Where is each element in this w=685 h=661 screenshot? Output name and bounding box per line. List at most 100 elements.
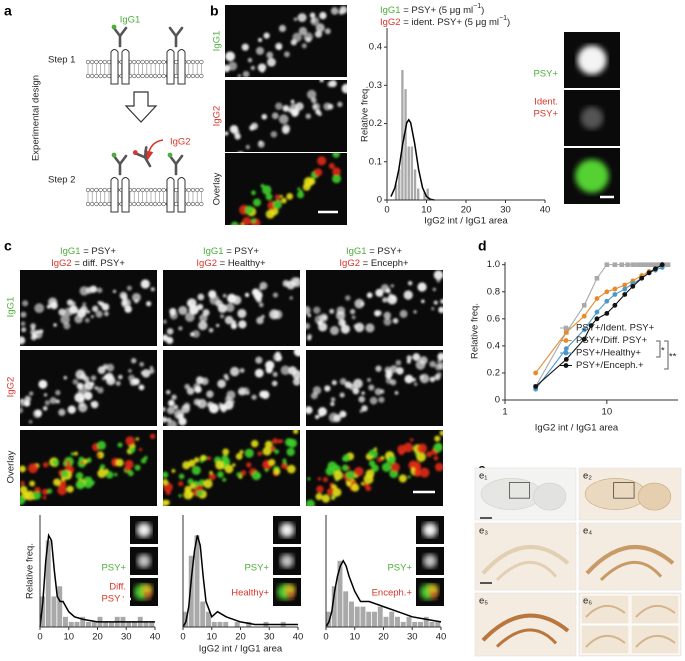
- antibody: [168, 26, 184, 48]
- lipid-head: [90, 73, 95, 79]
- bar: [349, 601, 354, 627]
- puncta: [345, 295, 351, 301]
- puncta: [128, 374, 135, 382]
- legend-text: IgG1 = PSY+ (5 μg ml−1): [380, 3, 484, 16]
- y-tick-label: 0.3: [369, 80, 382, 91]
- x-tick-label: 30: [500, 205, 511, 216]
- puncta: [29, 480, 36, 487]
- puncta: [282, 458, 287, 463]
- igg1-label: IgG1: [120, 15, 141, 26]
- puncta: [103, 374, 109, 380]
- lipid-head: [153, 187, 158, 193]
- puncta: [288, 438, 298, 448]
- puncta: [260, 69, 265, 73]
- unit-exp: −1: [473, 3, 481, 10]
- puncta: [193, 457, 200, 463]
- puncta: [310, 392, 318, 400]
- puncta: [173, 404, 179, 410]
- lipid-head: [136, 59, 141, 65]
- puncta: [97, 301, 101, 305]
- puncta: [433, 300, 438, 305]
- puncta: [375, 365, 382, 372]
- puncta: [379, 389, 385, 394]
- bar: [109, 621, 114, 627]
- diagrams: [85, 24, 204, 213]
- puncta: [208, 327, 214, 333]
- puncta: [339, 392, 345, 398]
- puncta: [325, 466, 335, 476]
- puncta: [55, 399, 60, 404]
- puncta: [203, 479, 213, 489]
- hippocampus: [495, 628, 558, 648]
- bar: [372, 611, 377, 627]
- puncta: [58, 408, 66, 416]
- puncta: [53, 323, 57, 327]
- lipid-head: [140, 73, 145, 79]
- puncta: [84, 317, 90, 323]
- puncta: [398, 474, 407, 483]
- x-tick-label: 10: [63, 632, 74, 643]
- puncta: [246, 391, 250, 395]
- lipid-head: [157, 187, 162, 193]
- puncta: [94, 386, 99, 390]
- bar: [200, 601, 206, 627]
- micro-image: [225, 5, 347, 77]
- marker: [643, 262, 648, 268]
- inset-blob: [144, 592, 152, 600]
- puncta: [208, 473, 216, 481]
- lipid-head: [106, 73, 112, 79]
- puncta: [71, 301, 76, 306]
- lipid-head: [195, 187, 200, 193]
- bar: [366, 611, 372, 627]
- inset-blob: [287, 592, 295, 600]
- lipid-head: [102, 59, 107, 65]
- column-header: IgG2 = Healthy+: [196, 258, 266, 269]
- puncta: [86, 310, 90, 314]
- lipid-head: [199, 201, 204, 207]
- legend-marker: [563, 363, 569, 368]
- puncta: [268, 459, 276, 466]
- puncta: [255, 356, 263, 364]
- bar: [410, 146, 414, 200]
- puncta: [131, 292, 141, 302]
- puncta: [316, 485, 324, 493]
- puncta: [222, 293, 227, 298]
- puncta: [252, 198, 262, 207]
- x-tick-label: 20: [461, 205, 472, 216]
- inset-label: PSY+: [101, 563, 126, 574]
- puncta: [150, 287, 155, 292]
- puncta: [307, 334, 312, 339]
- x-tick-label: 30: [121, 632, 132, 643]
- puncta: [344, 381, 352, 389]
- puncta: [433, 270, 443, 280]
- puncta: [30, 323, 36, 329]
- bar: [132, 621, 137, 627]
- puncta: [387, 294, 398, 305]
- micro-content: [20, 279, 155, 345]
- puncta: [254, 368, 264, 378]
- marker: [612, 302, 618, 308]
- micro-content: [225, 80, 347, 152]
- puncta: [242, 70, 250, 77]
- legend-close: ): [481, 5, 484, 16]
- puncta: [296, 191, 305, 199]
- puncta: [417, 443, 428, 454]
- puncta: [275, 42, 283, 50]
- puncta: [79, 286, 89, 296]
- puncta: [274, 449, 279, 455]
- marker: [639, 262, 644, 268]
- marker: [588, 323, 594, 328]
- lipid-head: [98, 187, 103, 193]
- puncta: [432, 287, 437, 292]
- puncta: [390, 284, 395, 288]
- puncta: [272, 438, 279, 444]
- micro-content: [163, 277, 300, 345]
- lipid-head: [190, 73, 196, 79]
- puncta: [239, 368, 245, 373]
- antibody-name: IgG2: [51, 258, 72, 269]
- puncta: [369, 396, 378, 405]
- bar: [401, 70, 404, 201]
- puncta: [200, 459, 204, 464]
- puncta: [272, 371, 278, 377]
- puncta: [314, 168, 323, 177]
